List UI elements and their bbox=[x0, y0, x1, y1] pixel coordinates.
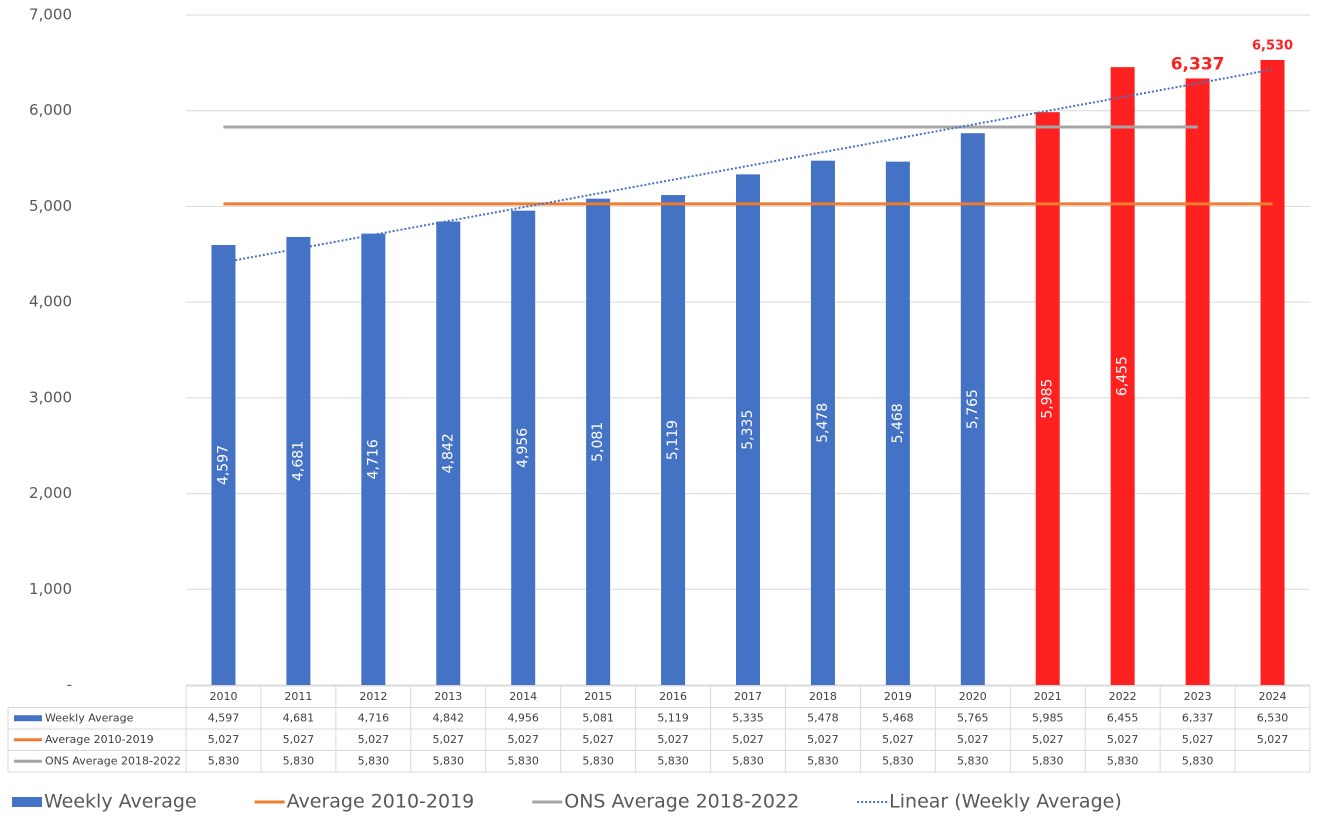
table-cell: 5,985 bbox=[1032, 711, 1064, 724]
legend-key bbox=[12, 797, 42, 807]
table-cell: 5,027 bbox=[1107, 733, 1139, 746]
table-cell: 5,830 bbox=[208, 754, 240, 767]
table-row-header: Weekly Average bbox=[45, 711, 134, 724]
x-tick-label: 2013 bbox=[434, 690, 462, 703]
table-cell: 5,027 bbox=[1257, 733, 1289, 746]
table-cell: 6,455 bbox=[1107, 711, 1139, 724]
table-cell: 5,830 bbox=[957, 754, 989, 767]
table-cell: 5,027 bbox=[208, 733, 240, 746]
table-cell: 5,027 bbox=[882, 733, 914, 746]
table-row-header: Average 2010-2019 bbox=[45, 733, 154, 746]
y-tick-label: 7,000 bbox=[29, 6, 72, 24]
table-cell: 5,830 bbox=[732, 754, 764, 767]
table-cell: 5,830 bbox=[1182, 754, 1214, 767]
x-tick-label: 2011 bbox=[284, 690, 312, 703]
table-cell: 5,027 bbox=[807, 733, 839, 746]
data-label: 4,681 bbox=[290, 441, 306, 481]
data-label: 5,478 bbox=[815, 403, 831, 443]
y-tick-label: 6,000 bbox=[29, 101, 72, 119]
table-cell: 5,830 bbox=[807, 754, 839, 767]
x-tick-label: 2014 bbox=[509, 690, 537, 703]
table-cell: 5,027 bbox=[957, 733, 989, 746]
data-label: 6,530 bbox=[1252, 38, 1293, 53]
table-cell: 4,597 bbox=[208, 711, 240, 724]
data-label: 5,765 bbox=[965, 389, 981, 429]
table-cell: 5,027 bbox=[433, 733, 465, 746]
data-label: 5,468 bbox=[890, 403, 906, 443]
table-cell: 5,830 bbox=[1107, 754, 1139, 767]
table-cell: 5,830 bbox=[283, 754, 315, 767]
table-cell: 5,830 bbox=[507, 754, 539, 767]
data-label: 4,716 bbox=[365, 439, 381, 479]
table-cell: 5,027 bbox=[657, 733, 689, 746]
table-cell: 5,830 bbox=[882, 754, 914, 767]
table-key bbox=[14, 715, 42, 721]
legend-label: Weekly Average bbox=[44, 791, 197, 813]
table-cell: 5,027 bbox=[1032, 733, 1064, 746]
table-cell: 5,081 bbox=[582, 711, 614, 724]
table-cell: 5,830 bbox=[1032, 754, 1064, 767]
table-cell: 5,119 bbox=[657, 711, 689, 724]
x-tick-label: 2016 bbox=[659, 690, 687, 703]
x-tick-label: 2020 bbox=[959, 690, 987, 703]
y-tick-label: 4,000 bbox=[29, 293, 72, 311]
table-cell: 5,027 bbox=[358, 733, 390, 746]
legend-label: Linear (Weekly Average) bbox=[889, 791, 1122, 813]
table-cell: 5,027 bbox=[283, 733, 315, 746]
table-cell: 5,027 bbox=[582, 733, 614, 746]
table-cell: 4,956 bbox=[507, 711, 539, 724]
x-tick-label: 2012 bbox=[359, 690, 387, 703]
table-cell: 5,468 bbox=[882, 711, 914, 724]
y-tick-label: 3,000 bbox=[29, 388, 72, 406]
table-cell: 4,716 bbox=[358, 711, 390, 724]
legend-label: ONS Average 2018-2022 bbox=[564, 791, 799, 813]
x-tick-label: 2024 bbox=[1259, 690, 1287, 703]
table-cell: 5,027 bbox=[507, 733, 539, 746]
x-tick-label: 2015 bbox=[584, 690, 612, 703]
table-cell: 5,027 bbox=[1182, 733, 1214, 746]
bar bbox=[1261, 60, 1285, 685]
table-cell: 5,830 bbox=[433, 754, 465, 767]
table-cell: 5,830 bbox=[582, 754, 614, 767]
table-cell: 6,530 bbox=[1257, 711, 1289, 724]
table-cell: 5,830 bbox=[657, 754, 689, 767]
data-label: 4,597 bbox=[215, 445, 231, 485]
table-cell: 4,681 bbox=[283, 711, 315, 724]
table-row-header: ONS Average 2018-2022 bbox=[45, 754, 181, 767]
data-label: 5,119 bbox=[665, 420, 681, 460]
data-label: 4,956 bbox=[515, 428, 531, 468]
x-tick-label: 2017 bbox=[734, 690, 762, 703]
data-label: 5,081 bbox=[590, 422, 606, 462]
x-tick-label: 2023 bbox=[1184, 690, 1212, 703]
y-tick-label: 2,000 bbox=[29, 484, 72, 502]
chart: - 1,000 2,000 3,000 4,000 5,000 6,000 7,000 4,59… bbox=[0, 0, 1319, 816]
table-cell: 4,842 bbox=[433, 711, 465, 724]
data-label: 6,455 bbox=[1115, 356, 1131, 396]
legend-label: Average 2010-2019 bbox=[287, 791, 475, 813]
data-label: 4,842 bbox=[440, 433, 456, 473]
table-cell: 5,335 bbox=[732, 711, 764, 724]
x-tick-label: 2022 bbox=[1109, 690, 1137, 703]
data-label: 5,985 bbox=[1040, 379, 1056, 419]
y-tick-label: 1,000 bbox=[29, 580, 72, 598]
data-label: 5,335 bbox=[740, 410, 756, 450]
x-tick-label: 2018 bbox=[809, 690, 837, 703]
y-tick-label: - bbox=[67, 676, 72, 694]
x-tick-label: 2019 bbox=[884, 690, 912, 703]
y-tick-label: 5,000 bbox=[29, 197, 72, 215]
x-tick-label: 2021 bbox=[1034, 690, 1062, 703]
data-label: 6,337 bbox=[1171, 54, 1225, 74]
table-cell: 5,830 bbox=[358, 754, 390, 767]
bar bbox=[1186, 78, 1210, 685]
table-cell: 5,027 bbox=[732, 733, 764, 746]
table-cell: 5,765 bbox=[957, 711, 989, 724]
x-tick-label: 2010 bbox=[209, 690, 237, 703]
table-cell: 5,478 bbox=[807, 711, 839, 724]
table-cell: 6,337 bbox=[1182, 711, 1214, 724]
